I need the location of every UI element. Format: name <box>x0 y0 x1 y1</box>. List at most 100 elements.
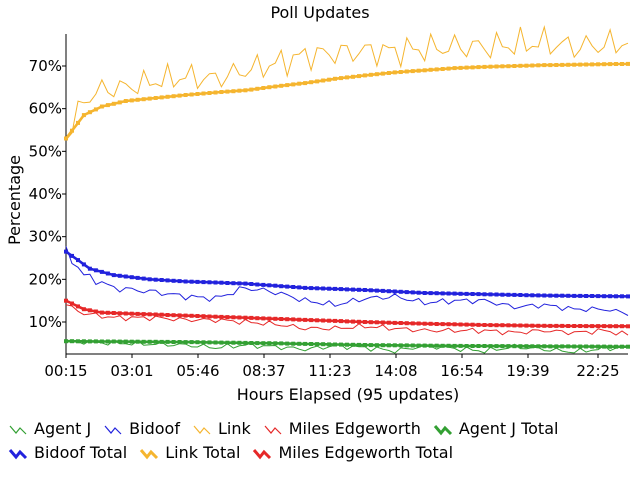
x-tick-label: 00:15 <box>44 362 87 380</box>
series-point-link-total <box>261 86 266 90</box>
series-point-bidoof-total <box>213 280 218 285</box>
series-point-bidoof-total <box>506 292 511 297</box>
series-point-bidoof-total <box>87 266 92 271</box>
series-point-link-total <box>64 136 68 141</box>
series-point-agent-j-total <box>548 344 553 349</box>
series-point-agent-j-total <box>141 339 146 344</box>
series-point-link-total <box>165 94 170 99</box>
series-point-link-total <box>135 97 140 102</box>
series-point-bidoof-total <box>297 285 302 290</box>
series-point-agent-j-total <box>171 340 176 344</box>
series-point-agent-j-total <box>231 340 236 345</box>
series-point-miles-edgeworth-total <box>446 322 451 327</box>
series-point-agent-j-total <box>159 339 164 344</box>
series-point-agent-j-total <box>446 343 451 348</box>
series-point-link-total <box>572 62 577 67</box>
series-point-bidoof-total <box>548 293 553 298</box>
series-point-link-total <box>117 100 122 105</box>
legend-swatch-icon <box>264 425 282 435</box>
series-point-miles-edgeworth-total <box>195 314 200 318</box>
series-point-agent-j-total <box>93 339 98 344</box>
series-point-miles-edgeworth-total <box>380 320 385 325</box>
series-point-agent-j-total <box>440 343 445 348</box>
series-point-agent-j-total <box>512 344 517 349</box>
x-tick-label: 19:39 <box>506 362 549 380</box>
series-point-bidoof-total <box>542 293 547 298</box>
series-point-miles-edgeworth-total <box>548 323 553 328</box>
series-line-bidoof <box>65 246 629 316</box>
series-point-agent-j-total <box>201 340 206 345</box>
series-point-miles-edgeworth-total <box>255 316 260 321</box>
series-point-agent-j-total <box>81 339 86 344</box>
series-point-bidoof-total <box>267 283 272 288</box>
series-point-agent-j-total <box>153 339 158 344</box>
legend-swatch-line <box>8 449 28 460</box>
series-point-miles-edgeworth-total <box>267 316 272 321</box>
series-point-bidoof-total <box>398 289 403 294</box>
series-point-link-total <box>76 120 80 125</box>
series-point-agent-j-total <box>291 341 296 346</box>
series-point-miles-edgeworth-total <box>291 317 296 322</box>
series-point-miles-edgeworth-total <box>506 323 511 328</box>
series-point-agent-j-total <box>177 340 182 344</box>
legend-item-miles-edgeworth: Miles Edgeworth <box>263 418 421 440</box>
series-point-agent-j-total <box>213 340 218 345</box>
series-point-link-total <box>99 104 104 109</box>
series-point-link-total <box>70 128 74 133</box>
legend-swatch-icon <box>433 425 452 436</box>
series-point-link-total <box>93 107 98 112</box>
series-point-bidoof-total <box>207 280 212 285</box>
series-point-miles-edgeworth-total <box>327 318 332 323</box>
series-point-miles-edgeworth-total <box>117 311 122 316</box>
series-point-bidoof-total <box>171 278 176 283</box>
series-point-miles-edgeworth-total <box>81 307 86 312</box>
series-point-bidoof-total <box>458 291 463 296</box>
series-point-link-total <box>362 73 367 78</box>
legend-item-miles-edgeworth-total: Miles Edgeworth Total <box>252 442 453 464</box>
series-point-miles-edgeworth-total <box>584 324 589 329</box>
series-point-miles-edgeworth-total <box>129 311 134 316</box>
series-point-miles-edgeworth-total <box>362 320 367 324</box>
legend-swatch-line <box>104 425 122 435</box>
series-point-bidoof-total <box>255 282 260 287</box>
legend-swatch-icon <box>140 449 159 460</box>
series-point-link-total <box>339 76 343 81</box>
series-point-bidoof-total <box>452 291 457 296</box>
series-point-miles-edgeworth-total <box>135 311 140 316</box>
series-point-link-total <box>237 88 242 93</box>
series-point-agent-j-total <box>392 343 397 348</box>
series-point-miles-edgeworth-total <box>285 317 290 322</box>
series-line-link <box>65 25 629 141</box>
series-point-link-total <box>345 75 349 80</box>
series-point-agent-j-total <box>584 344 589 349</box>
series-point-agent-j-total <box>111 339 116 344</box>
series-point-miles-edgeworth-total <box>237 315 242 320</box>
series-point-agent-j-total <box>572 344 577 349</box>
series-point-miles-edgeworth-total <box>524 323 529 328</box>
series-point-link-total <box>602 62 607 67</box>
series-line-miles-edgeworth <box>65 304 629 336</box>
series-point-link-total <box>548 63 553 68</box>
series-point-agent-j-total <box>494 344 499 349</box>
series-point-bidoof-total <box>321 286 326 291</box>
series-point-agent-j-total <box>123 339 128 344</box>
y-tick-label: 10% <box>29 313 62 331</box>
series-point-bidoof-total <box>614 294 618 299</box>
x-tick-label: 16:54 <box>440 362 483 380</box>
series-point-miles-edgeworth-total <box>392 320 397 325</box>
series-point-bidoof-total <box>237 281 242 286</box>
series-point-miles-edgeworth-total <box>351 319 355 324</box>
series-point-link-total <box>327 77 332 82</box>
series-point-bidoof-total <box>446 291 451 296</box>
legend-label: Bidoof Total <box>34 443 128 462</box>
series-point-link-total <box>333 76 337 81</box>
x-tick-label: 03:01 <box>110 362 153 380</box>
series-point-miles-edgeworth-total <box>273 316 278 321</box>
series-point-agent-j-total <box>578 344 583 349</box>
legend-swatch-line <box>9 425 27 435</box>
series-point-agent-j-total <box>357 342 361 347</box>
series-point-bidoof-total <box>195 279 200 284</box>
series-point-miles-edgeworth-total <box>560 323 565 328</box>
y-tick-label: 70% <box>29 57 62 75</box>
series-point-link-total <box>440 67 445 71</box>
